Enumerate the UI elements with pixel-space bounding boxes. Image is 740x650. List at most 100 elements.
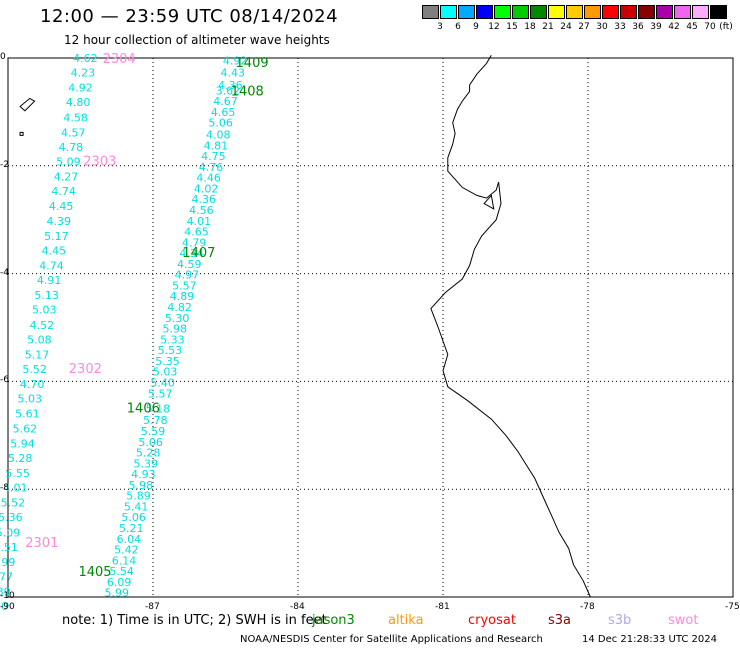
- wave-height-value: 4.62: [73, 52, 98, 65]
- wave-height-tracks: 4.624.234.924.804.584.574.785.094.274.74…: [0, 52, 247, 613]
- scale-swatch: [476, 5, 493, 19]
- wave-height-value: 4.65: [211, 106, 236, 119]
- wave-height-value: 5.09: [56, 155, 81, 168]
- scale-label: 18: [524, 22, 536, 32]
- wave-height-value: 5.17: [44, 230, 69, 243]
- island-outline: [19, 131, 24, 136]
- island-outline: [483, 194, 495, 210]
- satellite-label-altika: altika: [388, 613, 424, 628]
- scale-label: 21: [542, 22, 554, 32]
- wave-height-value: 4.57: [61, 126, 86, 139]
- island-outline: [19, 97, 36, 112]
- pass-time-label: 1406: [127, 401, 160, 416]
- wave-height-value: 5.98: [163, 323, 188, 336]
- satellite-label-s3a: s3a: [548, 613, 572, 628]
- pass-time-label: 2303: [83, 154, 116, 169]
- wave-height-value: 5.61: [15, 408, 40, 421]
- lon-tick-label: -75: [725, 602, 740, 612]
- wave-height-value: 5.53: [158, 344, 183, 357]
- wave-height-value: 5.94: [10, 437, 35, 450]
- wave-height-value: 5.78: [143, 414, 168, 427]
- scale-label: 36: [632, 22, 644, 32]
- wave-height-value: 4.93: [131, 468, 156, 481]
- wave-height-value: 4.23: [71, 67, 96, 80]
- pass-time-label: 2304: [103, 52, 136, 67]
- scale-label: 33: [614, 22, 626, 32]
- wave-height-value: 4.97: [175, 269, 200, 282]
- wave-height-value: 4.99: [0, 556, 15, 569]
- wave-height-value: 5.55: [5, 467, 30, 480]
- wave-height-value: 5.13: [34, 289, 59, 302]
- wave-height-value: 5.52: [1, 497, 26, 510]
- wave-height-value: 5.42: [114, 544, 139, 557]
- wave-height-value: 4.46: [196, 172, 221, 185]
- lon-tick-label: -81: [435, 602, 450, 612]
- wave-height-value: 4.65: [184, 226, 209, 239]
- scale-swatch: [620, 5, 637, 19]
- scale-label: 30: [596, 22, 608, 32]
- scale-swatch: [440, 5, 457, 19]
- scale-label: 15: [506, 22, 518, 32]
- wave-height-value: 5.39: [134, 457, 159, 470]
- scale-swatch: [656, 5, 673, 19]
- lon-tick-label: -78: [580, 602, 595, 612]
- wave-height-value: 4.67: [213, 95, 238, 108]
- scale-swatch: [494, 5, 511, 19]
- satellite-label-cryosat: cryosat: [468, 613, 516, 628]
- wave-height-value: 4.01: [187, 215, 212, 228]
- wave-height-value: 4.82: [167, 301, 192, 314]
- lat-tick-label: -10: [0, 591, 15, 601]
- scale-label: 45: [686, 22, 698, 32]
- wave-height-value: 4.36: [192, 193, 217, 206]
- wave-height-value: 4.74: [51, 185, 76, 198]
- wave-height-value: 5.06: [208, 117, 233, 130]
- pass-time-label: 1408: [231, 84, 264, 99]
- scale-label: 70: [704, 22, 716, 32]
- wave-height-value: 6.04: [117, 533, 142, 546]
- wave-height-value: 4.58: [63, 111, 88, 124]
- wave-height-value: 4.43: [221, 67, 246, 80]
- scale-label: 9: [473, 22, 479, 32]
- scale-label: 12: [488, 22, 500, 32]
- scale-swatch: [512, 5, 529, 19]
- wave-height-value: 4.70: [20, 378, 45, 391]
- coastline-path: [430, 55, 591, 598]
- scale-swatch: [692, 5, 709, 19]
- scale-label: 27: [578, 22, 590, 32]
- scale-swatch: [584, 5, 601, 19]
- footer-note: note: 1) Time is in UTC; 2) SWH is in fe…: [62, 613, 327, 628]
- wave-height-value: 4.52: [30, 319, 55, 332]
- wave-height-value: 5.06: [121, 511, 146, 524]
- satellite-label-swot: swot: [668, 613, 699, 628]
- scale-swatch: [602, 5, 619, 19]
- wave-height-value: 4.81: [204, 139, 229, 152]
- scale-swatch: [674, 5, 691, 19]
- wave-height-value: 6.09: [107, 576, 132, 589]
- wave-height-value: 5.52: [22, 363, 47, 376]
- map-frame: [7, 57, 734, 598]
- generated-timestamp: 14 Dec 21:28:33 UTC 2024: [582, 634, 717, 645]
- lat-tick-label: 0: [0, 52, 6, 62]
- wave-height-value: 4.76: [199, 161, 224, 174]
- wave-height-value: 4.74: [39, 260, 64, 273]
- wave-height-value: 5.06: [138, 436, 163, 449]
- scale-swatch: [458, 5, 475, 19]
- wave-height-value: 5.18: [146, 402, 171, 415]
- wave-height-value: 5.99: [105, 587, 130, 600]
- wave-height-value: 5.57: [148, 387, 173, 400]
- scale-swatch: [422, 5, 439, 19]
- scale-label: 6: [455, 22, 461, 32]
- wave-height-value: 4.92: [223, 55, 248, 68]
- lon-tick-label: -87: [145, 602, 160, 612]
- coastline: [19, 55, 591, 598]
- wave-height-value: 5.57: [172, 279, 197, 292]
- wave-height-value: 4.91: [37, 274, 62, 287]
- scale-swatch: [710, 5, 727, 19]
- lat-lon-grid: [7, 57, 734, 598]
- wave-height-value: 4.08: [206, 129, 231, 142]
- wave-height-value: 4.78: [59, 141, 84, 154]
- wave-height-value: 6.14: [112, 554, 137, 567]
- lon-tick-label: -84: [290, 602, 305, 612]
- lat-tick-label: -4: [0, 267, 9, 278]
